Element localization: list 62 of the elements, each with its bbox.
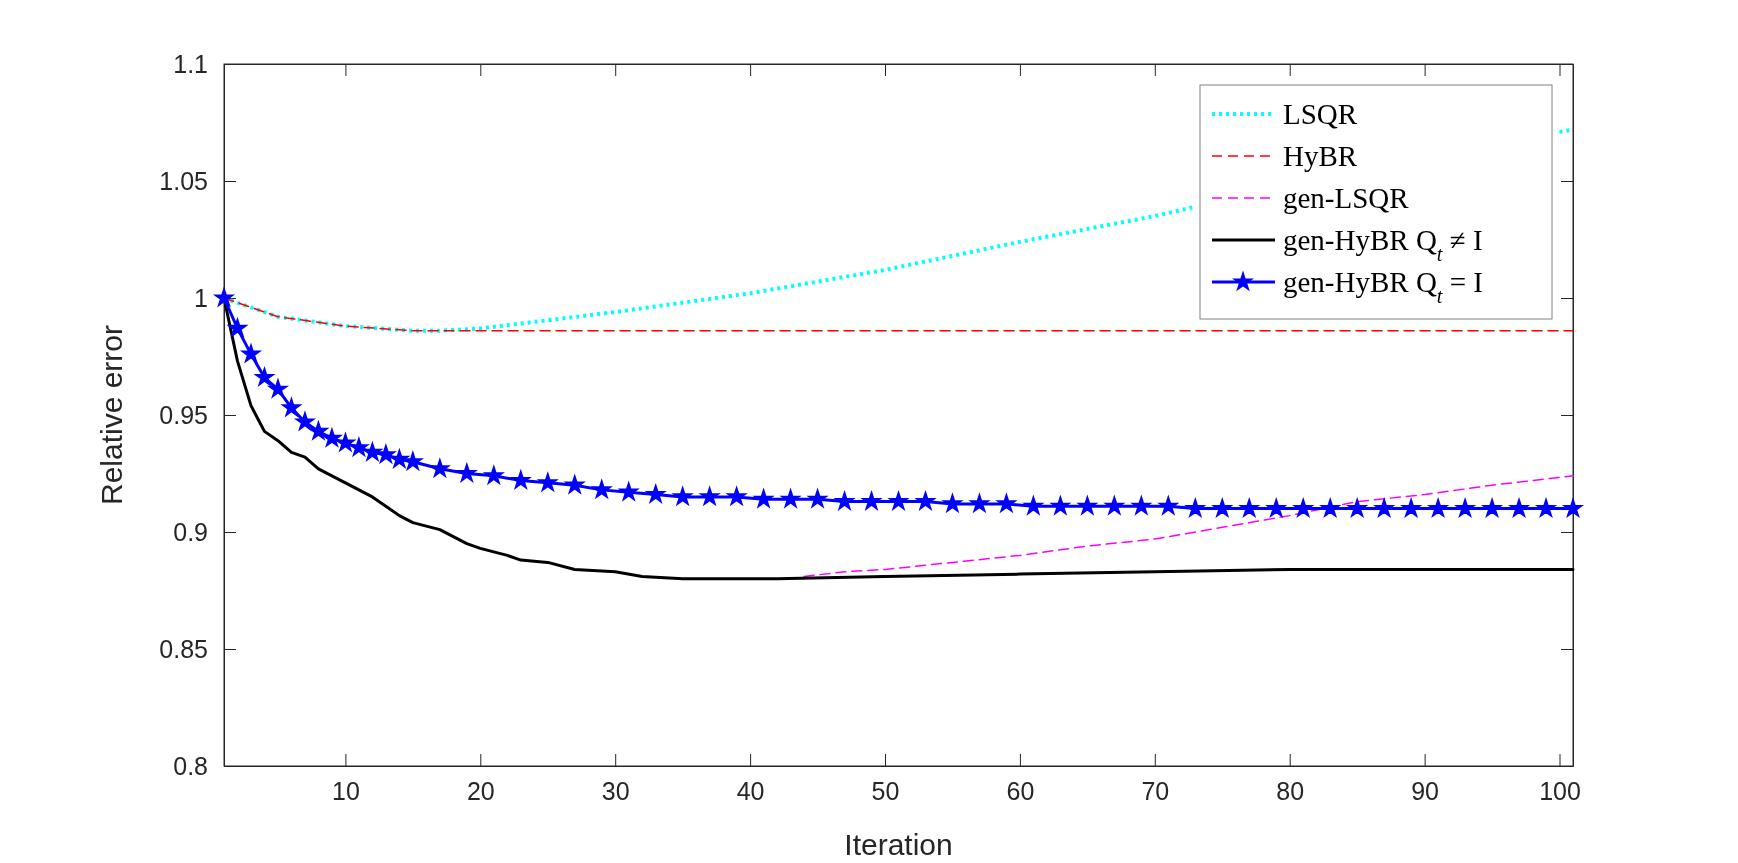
point bbox=[1265, 497, 1288, 518]
point bbox=[833, 490, 856, 511]
point bbox=[1076, 494, 1099, 516]
x-axis-title: Iteration bbox=[844, 828, 953, 861]
point bbox=[1184, 497, 1207, 518]
point bbox=[968, 492, 991, 514]
point bbox=[1319, 497, 1342, 518]
y-tick-label: 0.85 bbox=[159, 634, 208, 663]
y-axis-title: Relative error bbox=[95, 324, 128, 506]
point bbox=[563, 473, 586, 495]
y-tick-label: 0.8 bbox=[173, 751, 208, 780]
point bbox=[779, 487, 802, 509]
line-series bbox=[803, 475, 1574, 578]
point bbox=[617, 480, 640, 502]
point bbox=[267, 377, 289, 399]
legend-label: gen-HyBR Q$_{t}$ = I bbox=[1283, 266, 1484, 307]
point bbox=[644, 483, 667, 504]
point bbox=[1130, 494, 1153, 516]
x-tick-label: 40 bbox=[736, 776, 765, 805]
x-tick-label: 10 bbox=[332, 776, 360, 805]
point bbox=[941, 492, 964, 514]
legend-label: gen-HyBR Q$_{t}$ ≠ I bbox=[1283, 224, 1483, 265]
point bbox=[536, 471, 559, 493]
point bbox=[1238, 497, 1261, 518]
y-tick-label: 0.95 bbox=[159, 400, 208, 429]
point bbox=[1103, 494, 1126, 516]
x-tick-label: 90 bbox=[1411, 776, 1440, 805]
point bbox=[363, 441, 384, 462]
point bbox=[995, 492, 1018, 514]
point bbox=[294, 410, 316, 432]
point bbox=[1211, 497, 1234, 518]
y-tick-label: 1.05 bbox=[159, 166, 208, 195]
point bbox=[307, 420, 330, 441]
point bbox=[280, 396, 303, 418]
legend-label: gen-LSQR bbox=[1283, 182, 1410, 214]
point bbox=[1157, 494, 1180, 516]
legend-label: LSQR bbox=[1283, 98, 1358, 130]
x-tick-label: 60 bbox=[1006, 776, 1035, 805]
point bbox=[213, 286, 235, 308]
point bbox=[752, 487, 775, 509]
point bbox=[590, 478, 613, 500]
point bbox=[1292, 497, 1315, 518]
y-tick-label: 1.1 bbox=[173, 49, 208, 78]
point bbox=[336, 431, 357, 453]
legend-label: HyBR bbox=[1283, 140, 1358, 172]
y-tick-label: 1 bbox=[194, 283, 208, 312]
x-tick-label: 70 bbox=[1141, 776, 1170, 805]
y-tick-label: 0.9 bbox=[173, 517, 208, 546]
point bbox=[390, 448, 411, 469]
point bbox=[725, 485, 748, 507]
x-tick-label: 100 bbox=[1539, 776, 1581, 805]
x-tick-label: 30 bbox=[601, 776, 630, 805]
point bbox=[482, 464, 505, 486]
x-tick-label: 20 bbox=[466, 776, 495, 805]
point bbox=[240, 342, 262, 364]
point bbox=[671, 485, 694, 507]
point bbox=[1022, 494, 1045, 516]
point bbox=[698, 485, 721, 507]
x-tick-label: 80 bbox=[1276, 776, 1305, 805]
x-tick-label: 50 bbox=[871, 776, 900, 805]
point bbox=[1049, 494, 1072, 516]
point bbox=[806, 487, 829, 509]
